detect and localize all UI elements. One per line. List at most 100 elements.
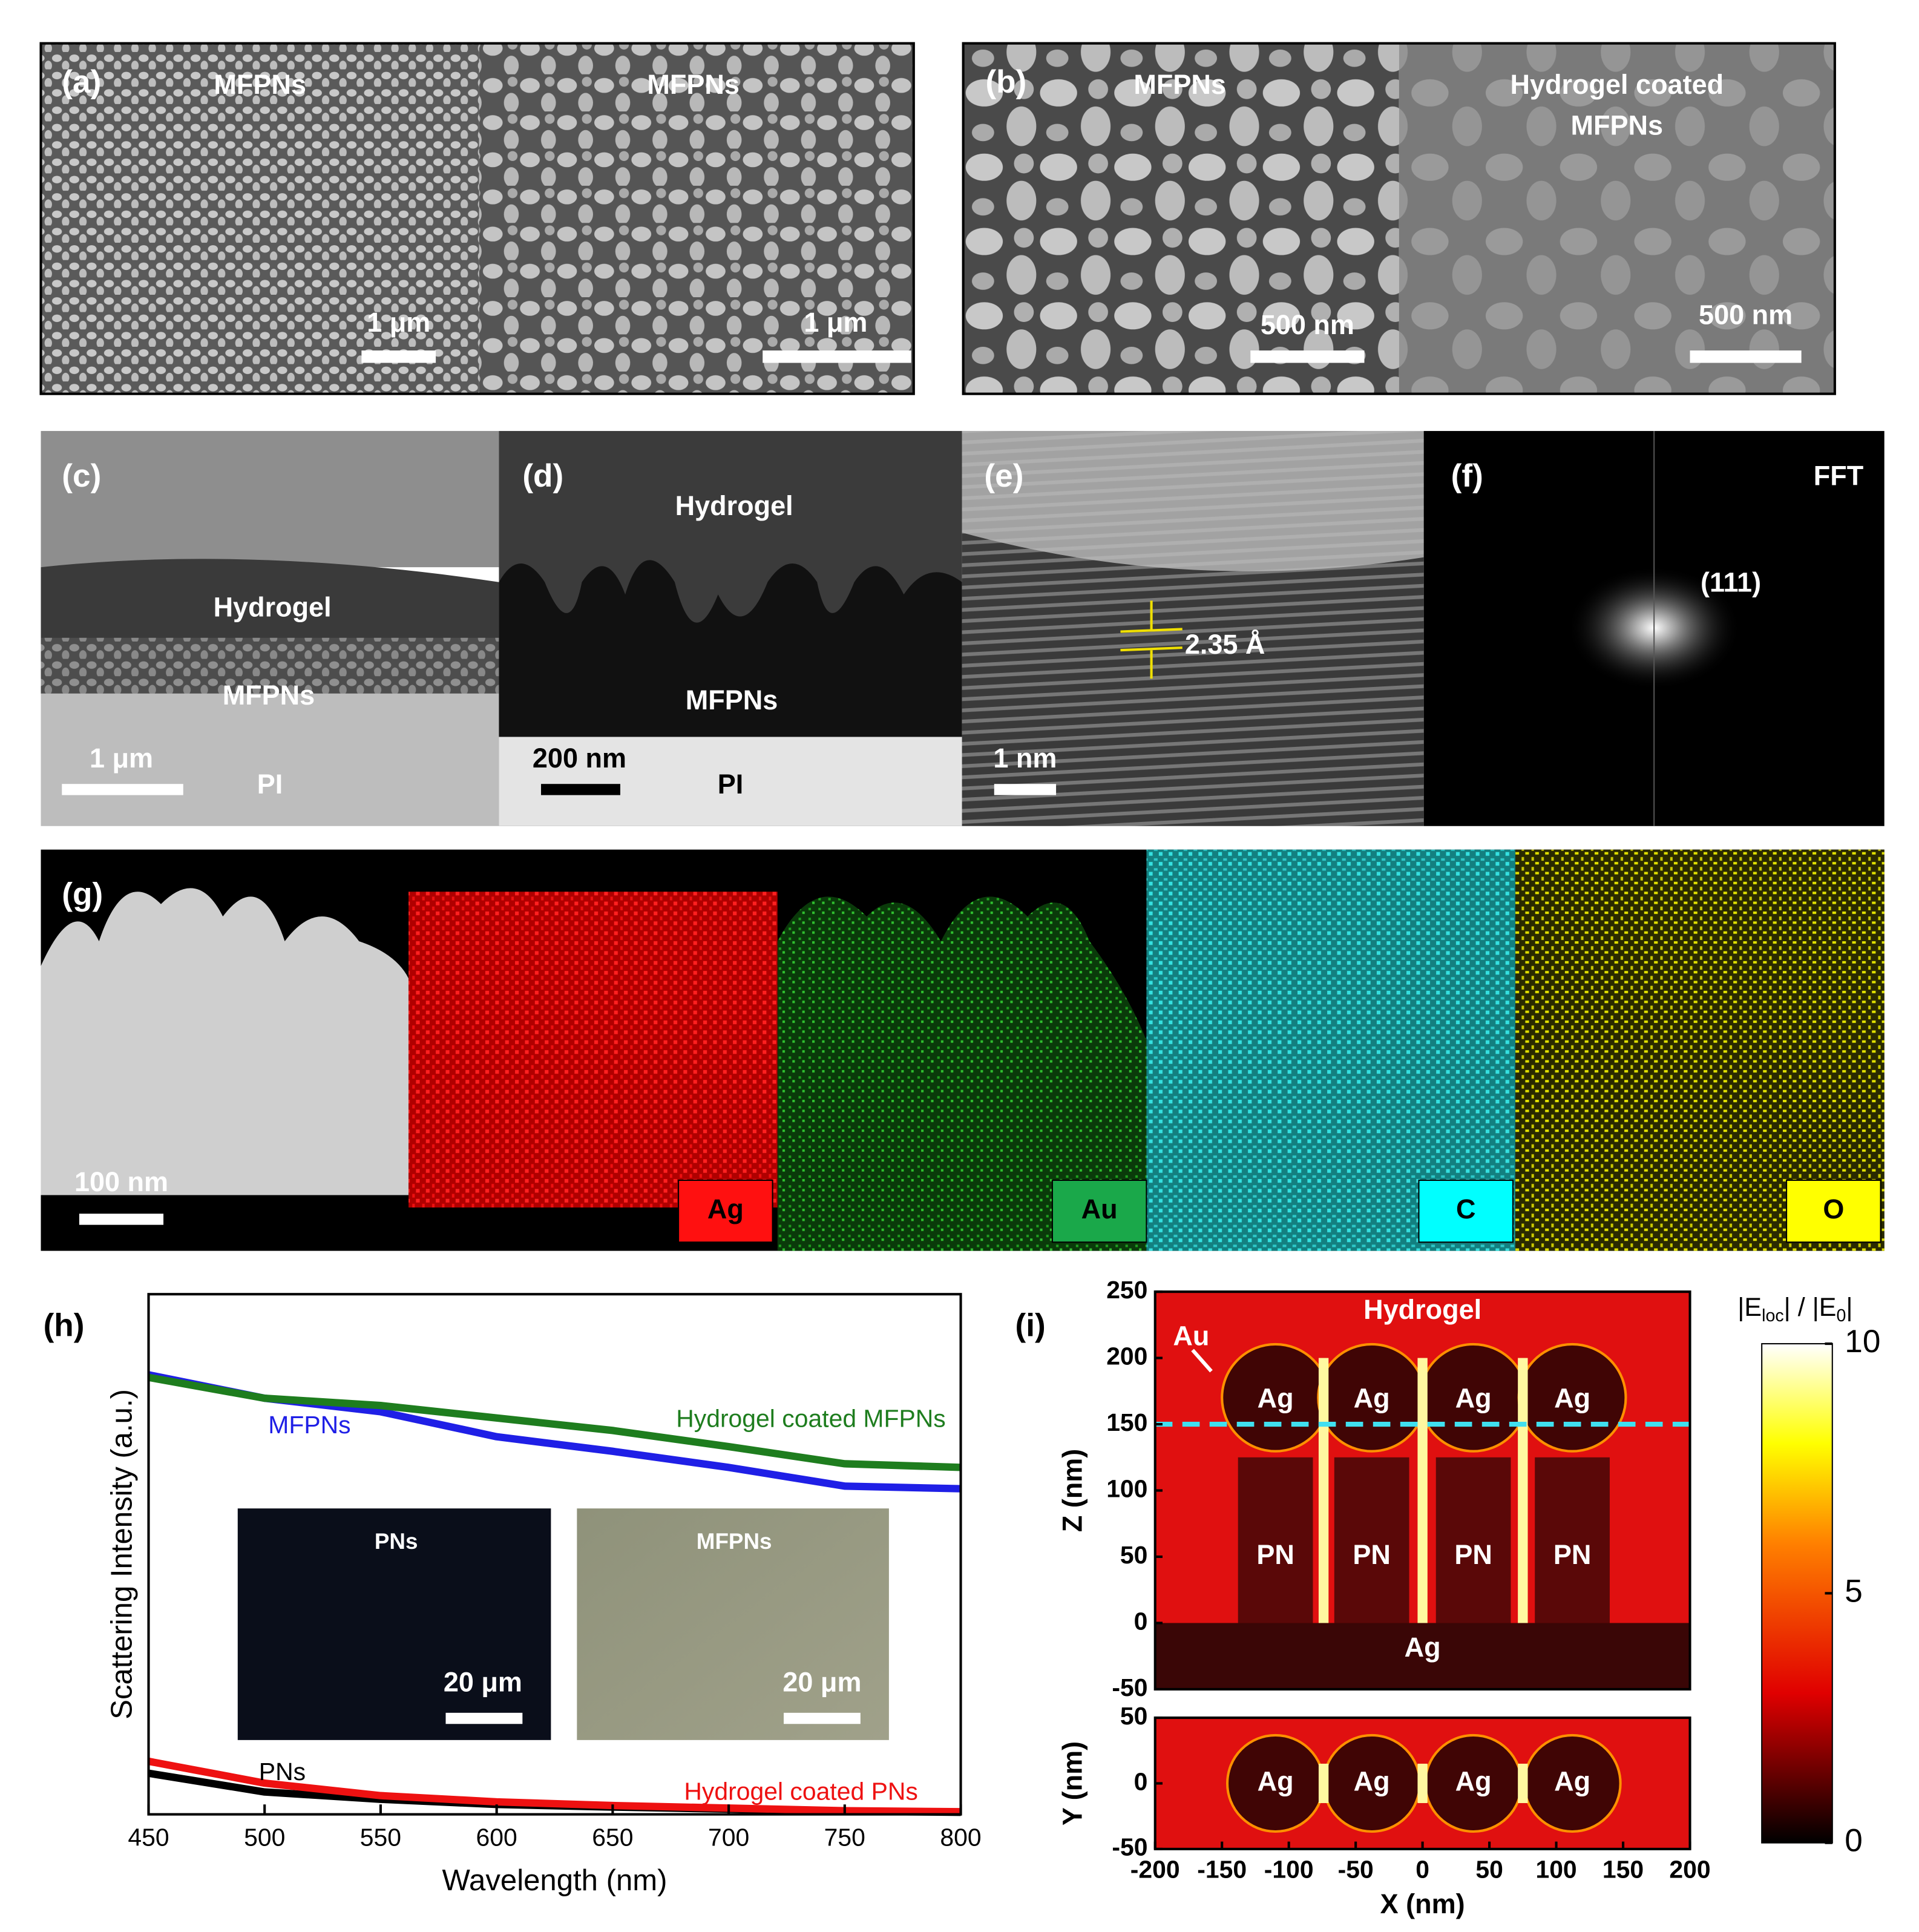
- image-label: MFPNs: [1133, 69, 1226, 100]
- plot-frame: [147, 1293, 962, 1816]
- field-map: [1318, 1763, 1329, 1803]
- element-tag: [678, 1179, 773, 1243]
- colorbar-title-part: |E: [1737, 1293, 1762, 1322]
- series-label: PNs: [259, 1758, 306, 1786]
- colorbar-tick-label: 10: [1845, 1324, 1880, 1359]
- scale-bar: [361, 350, 436, 363]
- region-label: Ag: [1554, 1766, 1590, 1796]
- inset-label: MFPNs: [697, 1529, 772, 1554]
- image: [41, 693, 499, 826]
- panel-label: (f): [1451, 458, 1483, 494]
- image: [41, 431, 499, 568]
- image: [499, 737, 962, 826]
- element-label: O: [1823, 1194, 1844, 1224]
- panel-label: (c): [62, 458, 101, 494]
- element-tag: [1418, 1179, 1514, 1243]
- inset-image: [237, 1508, 551, 1740]
- x-axis-label: Wavelength (nm): [442, 1864, 668, 1897]
- x-tick-label: 0: [1415, 1856, 1429, 1884]
- scale-bar: [994, 784, 1057, 795]
- colorbar-title-part: 0: [1836, 1306, 1846, 1326]
- field-map: [1155, 1623, 1690, 1689]
- scale-bar-label: 500 nm: [1261, 309, 1354, 340]
- image: [41, 888, 409, 1195]
- element-label: Au: [1081, 1194, 1118, 1224]
- image-label: Hydrogel coated: [1511, 69, 1724, 100]
- region-label: Ag: [1554, 1383, 1590, 1414]
- x-tick-label: -150: [1197, 1856, 1247, 1884]
- region-label: Ag: [1354, 1766, 1390, 1796]
- image-label: Hydrogel: [214, 592, 332, 623]
- image-label: 2.35 Å: [1185, 629, 1265, 660]
- panel-e: 2.35 Å (e) 1 nm: [962, 431, 1424, 826]
- region-label: PN: [1353, 1539, 1391, 1570]
- y-tick-label: 50: [1120, 1541, 1148, 1569]
- panel-g: (g) 100 nm Ag Au C O: [41, 849, 1885, 1251]
- image-label: Hydrogel: [675, 490, 793, 521]
- y-tick-label: 200: [1106, 1342, 1147, 1370]
- region-label: Au: [1173, 1321, 1209, 1352]
- panel-f: (f) FFT (111): [1423, 431, 1885, 826]
- y-tick-label: 0: [1134, 1767, 1148, 1795]
- panel-a: (a) MFPNs MFPNs 1 μm 1 μm: [39, 42, 915, 395]
- panel-label: (e): [984, 458, 1023, 494]
- sem-image: [963, 43, 1399, 394]
- x-tick-label: -50: [1338, 1856, 1374, 1884]
- x-tick-label: 600: [476, 1823, 517, 1851]
- field-map: [1417, 1358, 1428, 1623]
- scale-bar-label: 1 μm: [367, 307, 430, 338]
- region-label: Ag: [1455, 1383, 1492, 1414]
- region-label: Ag: [1354, 1383, 1390, 1414]
- field-map: [1318, 1358, 1329, 1623]
- series-label: Hydrogel coated MFPNs: [676, 1405, 946, 1433]
- panel-label: (d): [522, 458, 563, 494]
- y-tick-label: 250: [1106, 1276, 1147, 1304]
- y-tick-label: -50: [1112, 1674, 1147, 1701]
- image: [499, 560, 962, 737]
- x-axis-label: X (nm): [1380, 1888, 1465, 1919]
- series-label: MFPNs: [268, 1411, 350, 1439]
- region-label: Ag: [1455, 1766, 1492, 1796]
- x-tick-label: 650: [592, 1823, 633, 1851]
- region-label: PN: [1454, 1539, 1492, 1570]
- arrow: [1191, 1349, 1213, 1373]
- x-tick-label: 700: [708, 1823, 749, 1851]
- image-label: FFT: [1814, 461, 1863, 491]
- colorbar: [1761, 1343, 1833, 1844]
- colorbar-title-part: |: [1846, 1293, 1852, 1322]
- scale-bar: [763, 350, 911, 363]
- scale-bar: [783, 1712, 861, 1724]
- lattice-marker: [1120, 646, 1183, 652]
- scale-bar-label: 200 nm: [533, 743, 626, 774]
- panel-label: (i): [1015, 1308, 1046, 1344]
- y-tick-label: -50: [1112, 1833, 1147, 1861]
- panel-label: (a): [62, 64, 101, 100]
- image: [408, 892, 778, 1208]
- image-label: (111): [1701, 567, 1761, 598]
- x-tick-label: 500: [244, 1823, 285, 1851]
- image-label: PI: [718, 769, 744, 800]
- series-label: Hydrogel coated PNs: [684, 1778, 918, 1806]
- region-label: Hydrogel: [1363, 1294, 1481, 1325]
- colorbar-title-part: | / |E: [1784, 1293, 1837, 1322]
- x-tick-label: 750: [824, 1823, 865, 1851]
- element-label: Ag: [707, 1194, 744, 1224]
- y-axis-label: Scattering Intensity (a.u.): [106, 1389, 139, 1720]
- sem-image: [41, 43, 479, 394]
- image-label: PI: [257, 769, 283, 800]
- y-tick-label: 150: [1106, 1408, 1147, 1436]
- y-tick-label: 100: [1106, 1474, 1147, 1502]
- scale-bar: [79, 1214, 164, 1225]
- scale-bar-label: 1 μm: [90, 743, 153, 774]
- y-tick-label: 0: [1134, 1607, 1148, 1635]
- field-map: [1435, 1457, 1511, 1623]
- colorbar-tick-label: 0: [1845, 1823, 1863, 1859]
- region-label: Ag: [1258, 1766, 1294, 1796]
- element-tag: [1051, 1179, 1147, 1243]
- scale-bar: [1250, 350, 1365, 363]
- sem-image: [1399, 43, 1835, 394]
- image-label: MFPNs: [686, 685, 778, 715]
- element-tag: [1786, 1179, 1881, 1243]
- scale-bar-label: 20 μm: [444, 1667, 522, 1698]
- panel-h: (h) PNs 20 μm MFPNs 20 μm: [44, 1308, 889, 1740]
